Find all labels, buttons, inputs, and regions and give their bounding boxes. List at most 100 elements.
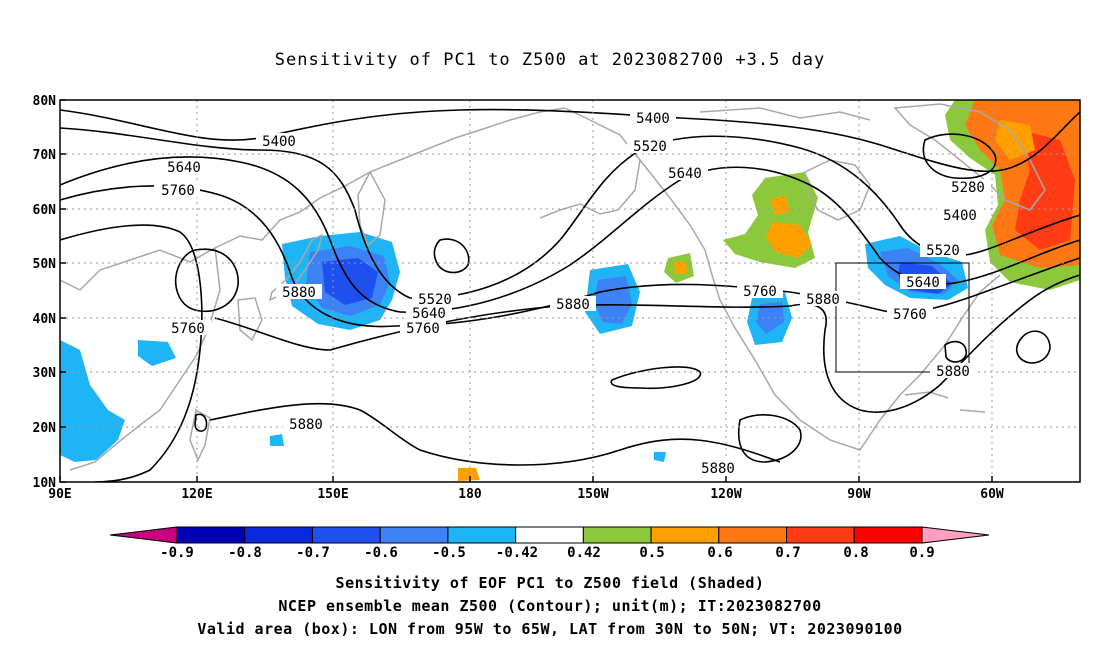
- colorbar-cell: [311, 526, 381, 544]
- contour-closed-philippines: [194, 413, 208, 432]
- contour-label: 5520: [926, 243, 960, 259]
- lat-label: 80N: [33, 94, 57, 109]
- contour-label: 5520: [418, 292, 452, 308]
- positive-region-tropical: [458, 468, 480, 481]
- coastline-asia: [60, 107, 566, 291]
- contour-closed-pacific: [610, 366, 702, 390]
- coastline-alaska: [539, 107, 641, 219]
- colorbar-cell: [176, 526, 246, 544]
- contour-label: 5520: [633, 139, 667, 155]
- colorbar-left-triangle: [109, 526, 178, 544]
- positive-region-canada-core: [766, 222, 812, 258]
- colorbar-cell: [650, 526, 720, 544]
- coastline-hudson-bay: [804, 159, 871, 221]
- contour-label: 5760: [893, 307, 927, 323]
- contour-label: 5640: [412, 306, 446, 322]
- colorbar-tick: 0.5: [639, 545, 664, 561]
- lon-labels: 90E 120E 150E 180 150W 120W 90W 60W: [48, 487, 1004, 502]
- negative-region-west-1: [60, 340, 125, 462]
- contour-5640: [399, 166, 1080, 313]
- coastline-kamchatka: [357, 170, 386, 247]
- contour-labels: 5400 5400 5520 5640 5760 5640 5760 5880 …: [154, 110, 991, 477]
- plot-frame: [59, 99, 1081, 483]
- lat-label: 30N: [33, 366, 57, 381]
- contour-closed-high-mid: [433, 238, 470, 274]
- caption-line-1: Sensitivity of EOF PC1 to Z500 field (Sh…: [335, 574, 765, 592]
- lat-label: 20N: [33, 421, 57, 436]
- lon-label: 120E: [181, 487, 212, 502]
- contour-label: 5880: [282, 285, 316, 301]
- contour-label: 5280: [951, 180, 985, 196]
- contour-label: 5880: [556, 297, 590, 313]
- coastline-philippines: [189, 408, 211, 462]
- map-title: Sensitivity of PC1 to Z500 at 2023082700…: [274, 50, 826, 70]
- contour-5880: [214, 274, 1080, 413]
- lat-labels: 80N 70N 60N 50N 40N 30N 20N 10N: [33, 94, 57, 491]
- lon-label: 120W: [710, 487, 741, 502]
- contour-label-bg: [154, 110, 991, 475]
- contour-label: 5640: [906, 275, 940, 291]
- colorbar-tick: -0.5: [432, 545, 466, 561]
- contour-closed-east: [1015, 330, 1051, 364]
- caption-line-3: Valid area (box): LON from 95W to 65W, L…: [197, 620, 903, 638]
- colorbar-cell: [379, 526, 449, 544]
- colorbar-tick: 0.8: [843, 545, 868, 561]
- contour-5880-west: [60, 224, 203, 482]
- lon-label: 90E: [48, 487, 71, 502]
- contour-label: 5760: [161, 183, 195, 199]
- contour-label: 5400: [636, 111, 670, 127]
- colorbar-right-triangle: [921, 526, 990, 544]
- colorbar-tick: 0.9: [909, 545, 934, 561]
- contour-closed-caribbean: [738, 414, 802, 463]
- colorbar-tick: 0.7: [775, 545, 800, 561]
- contour-label: 5760: [171, 321, 205, 337]
- map-grid: [60, 100, 1080, 482]
- colorbar-cell: [853, 526, 923, 544]
- lat-label: 60N: [33, 203, 57, 218]
- coastline-korea: [237, 297, 263, 342]
- contour-label: 5760: [406, 321, 440, 337]
- contour-5640-west: [60, 156, 401, 313]
- colorbar-cell: [447, 526, 517, 544]
- positive-region-canada: [723, 172, 818, 268]
- colorbar-tick: -0.9: [160, 545, 194, 561]
- contour-label: 5760: [743, 284, 777, 300]
- colorbar-tick: 0.6: [707, 545, 732, 561]
- contour-5880-low: [209, 402, 781, 466]
- colorbar-ticks: -0.9 -0.8 -0.7 -0.6 -0.5 -0.42 0.42 0.5 …: [160, 545, 935, 561]
- lon-label: 150E: [317, 487, 348, 502]
- contour-label: 5640: [167, 160, 201, 176]
- colorbar-tick: -0.6: [364, 545, 398, 561]
- colorbar-tick: -0.8: [228, 545, 262, 561]
- lon-label: 180: [458, 487, 482, 502]
- contour-label: 5400: [262, 134, 296, 150]
- contour-closed-small: [944, 340, 967, 363]
- contour-closed-low-greenland: [922, 133, 997, 180]
- lat-label: 10N: [33, 476, 57, 491]
- negative-region-west-2: [138, 340, 176, 366]
- lat-label: 40N: [33, 312, 57, 327]
- coastline-arctic-islands: [699, 107, 871, 121]
- contour-label: 5880: [289, 417, 323, 433]
- contour-label: 5640: [668, 166, 702, 182]
- colorbar-cell: [718, 526, 788, 544]
- lon-label: 150W: [577, 487, 608, 502]
- contour-closed-high-west: [174, 248, 239, 312]
- positive-region-canada-small: [770, 195, 790, 215]
- colorbar: -0.9 -0.8 -0.7 -0.6 -0.5 -0.42 0.42 0.5 …: [109, 526, 990, 561]
- coastline-greenland: [893, 103, 1046, 211]
- coastline-caribbean: [904, 391, 986, 413]
- positive-region-atlantic-inner: [995, 120, 1035, 160]
- axis-ticks: [59, 99, 993, 483]
- negative-region-west-4: [654, 452, 666, 462]
- colorbar-cell: [582, 526, 652, 544]
- colorbar-cell: [786, 526, 855, 544]
- valid-area-box: [835, 262, 970, 373]
- colorbar-tick: -0.7: [296, 545, 330, 561]
- lat-label: 50N: [33, 257, 57, 272]
- positive-region-pacific-small-core: [674, 261, 687, 274]
- colorbar-tick: -0.42: [496, 545, 538, 561]
- caption-line-2: NCEP ensemble mean Z500 (Contour); unit(…: [278, 597, 822, 615]
- lon-label: 60W: [980, 487, 1004, 502]
